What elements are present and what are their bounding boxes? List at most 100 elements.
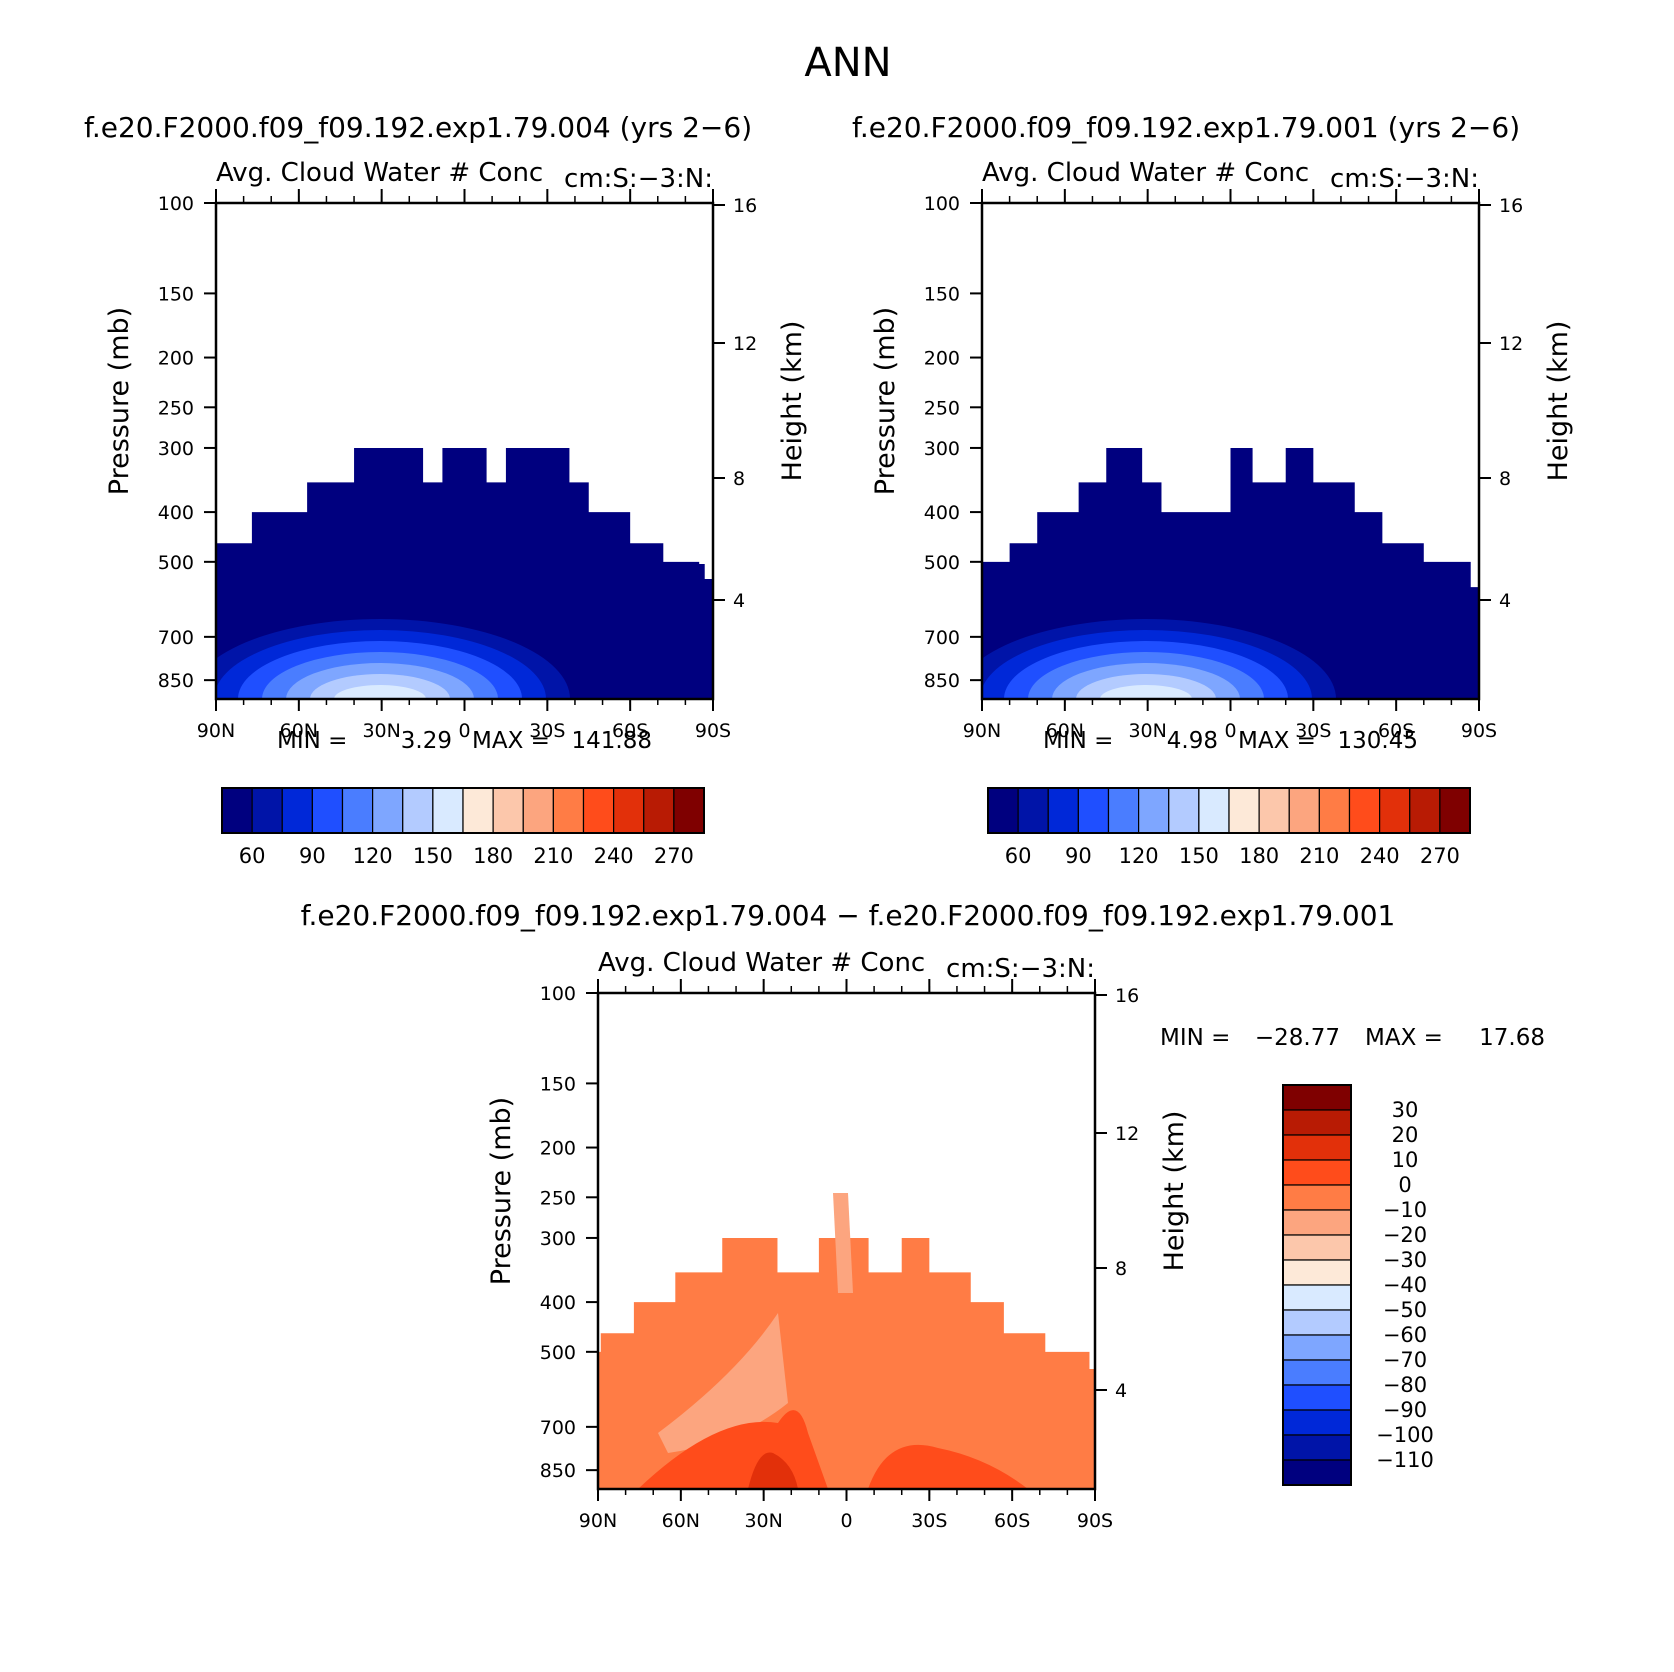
x-tick-label: 90N [579,1510,617,1532]
colorbar-label: 240 [594,844,634,868]
colorbar-box [643,787,675,834]
colorbar-box [1282,1134,1352,1161]
min-value: −28.77 [1255,1025,1340,1051]
colorbar-label: 90 [299,844,326,868]
height-tick-label: 8 [1499,468,1511,490]
x-tick-label: 0 [1224,720,1236,742]
y-tick-label: 500 [924,552,960,574]
colorbar-box [1228,787,1260,834]
colorbar-box [1282,1259,1352,1286]
colorbar-label: 270 [654,844,694,868]
max-value: 141.88 [572,728,652,754]
colorbar-box [582,787,615,834]
y-axis-label: Pressure (mb) [486,1097,517,1285]
colorbar-box [1282,1084,1352,1111]
x-tick-label: 30S [529,720,565,742]
colorbar-label: −80 [1383,1373,1427,1397]
colorbar-box [1077,787,1110,834]
y-axis-label-right: Height (km) [1543,321,1574,482]
y-tick-label: 300 [158,438,194,460]
x-tick-label: 60S [1378,720,1414,742]
height-tick-label: 12 [733,333,757,355]
colorbar-label: 150 [1179,844,1219,868]
colorbar-label: −110 [1376,1448,1434,1472]
colorbar-label: 60 [239,844,266,868]
colorbar-box [552,787,585,834]
colorbar-box [987,787,1019,834]
height-tick-label: 16 [1115,985,1139,1007]
figure-title: ANN [804,40,891,86]
min-label: MIN = [1043,728,1113,754]
y-tick-label: 200 [158,348,194,370]
x-tick-label: 60N [280,720,318,742]
cloud-contour-6 [334,685,426,699]
colorbar-box [1138,787,1170,834]
y-tick-label: 300 [924,438,960,460]
colorbar-label: 60 [1005,844,1032,868]
height-tick-label: 12 [1499,333,1523,355]
max-label: MAX = [1365,1025,1443,1051]
diff-contour-1 [833,1193,853,1293]
plot-title-right: cm:S:−3:N: [1330,164,1479,194]
diff-contour-0 [658,1313,788,1453]
plot-title-left: Avg. Cloud Water # Conc [216,158,543,188]
plot-title-right: cm:S:−3:N: [946,954,1095,984]
colorbar-label: −20 [1383,1223,1427,1247]
colorbar-box [1288,787,1320,834]
x-tick-label: 60N [1046,720,1084,742]
y-tick-label: 150 [158,283,194,305]
max-value: 17.68 [1479,1025,1545,1051]
min-label: MIN = [1160,1025,1230,1051]
x-tick-label: 90N [963,720,1001,742]
diff-title: f.e20.F2000.f09_f09.192.exp1.79.004 − f.… [301,899,1396,932]
colorbar-label: 180 [1239,844,1279,868]
colorbar-label: 30 [1392,1098,1419,1122]
y-tick-label: 100 [924,193,960,215]
colorbar-box [1318,787,1351,834]
x-tick-label: 60N [662,1510,700,1532]
plot-area [598,1193,1095,1489]
colorbar-box [613,787,645,834]
colorbar-box [1409,787,1441,834]
colorbar-box [372,787,404,834]
y-axis-label: Pressure (mb) [104,307,135,495]
diff-contour-3 [868,1444,1028,1489]
y-tick-label: 500 [158,552,194,574]
height-tick-label: 12 [1115,1123,1139,1145]
min-label: MIN = [277,728,347,754]
x-tick-label: 30S [1295,720,1331,742]
height-tick-label: 4 [1115,1380,1127,1402]
colorbar-box [1379,787,1411,834]
colorbar-box [1282,1109,1352,1136]
colorbar-label: 210 [1299,844,1339,868]
height-tick-label: 16 [1499,195,1523,217]
colorbar-box [1282,1384,1352,1411]
colorbar-box [522,787,554,834]
x-tick-label: 0 [458,720,470,742]
y-tick-label: 100 [540,983,576,1005]
colorbar-label: −30 [1383,1248,1427,1272]
plot-area [982,447,1479,699]
plot-title-right: cm:S:−3:N: [564,164,713,194]
colorbar-label: −10 [1383,1198,1427,1222]
colorbar-box [1258,787,1290,834]
y-tick-label: 250 [924,397,960,419]
x-tick-label: 90S [1077,1510,1113,1532]
colorbar-box [1282,1459,1352,1486]
colorbar-box [341,787,374,834]
colorbar-frame [1282,1084,1352,1486]
colorbar-box [402,787,434,834]
colorbar-box [492,787,524,834]
colorbar-label: 150 [413,844,453,868]
colorbar-box [1282,1234,1352,1261]
plot-area [216,447,713,699]
colorbar-box [1439,787,1471,834]
colorbar-box [281,787,313,834]
y-tick-label: 250 [540,1187,576,1209]
colorbar-box [1282,1434,1352,1461]
max-label: MAX = [472,728,550,754]
colorbar-box [1198,787,1230,834]
colorbar-label: −70 [1383,1348,1427,1372]
colorbar-box [1282,1284,1352,1311]
